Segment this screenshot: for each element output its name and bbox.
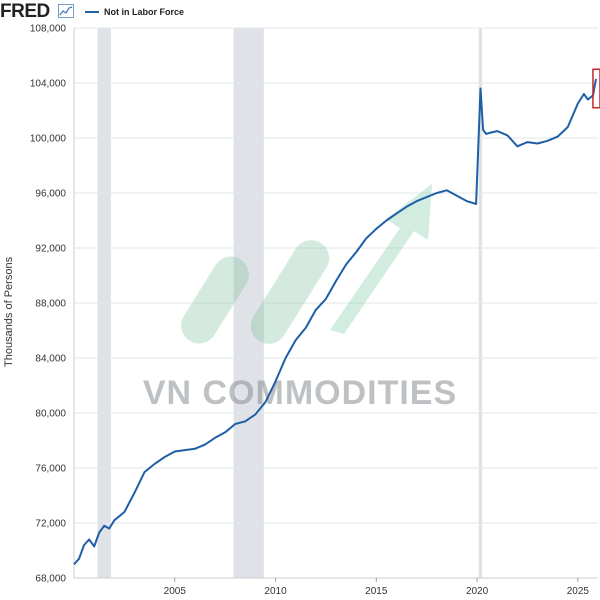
- y-tick-label: 92,000: [35, 244, 66, 255]
- y-tick-label: 84,000: [35, 354, 66, 365]
- x-tick-label: 2025: [567, 586, 590, 597]
- series-layer: [73, 78, 597, 565]
- x-tick-label: 2020: [466, 586, 489, 597]
- x-tick-label: 2010: [264, 586, 287, 597]
- highlight-box: [592, 68, 600, 109]
- watermark-pill-2: [250, 240, 330, 344]
- x-tick-label: 2015: [365, 586, 388, 597]
- series-line: [73, 78, 597, 565]
- legend-swatch: [85, 11, 99, 13]
- grid-lines: [74, 27, 598, 579]
- y-tick-label: 72,000: [35, 519, 66, 530]
- y-tick-label: 108,000: [30, 24, 67, 35]
- y-tick-label: 76,000: [35, 464, 66, 475]
- legend-label: Not in Labor Force: [104, 7, 185, 17]
- y-tick-label: 80,000: [35, 409, 66, 420]
- watermark-arrow-icon: [330, 184, 432, 334]
- chart-header: FRED Not in Labor Force: [0, 0, 600, 26]
- chart-spark-icon: [58, 4, 74, 18]
- legend[interactable]: Not in Labor Force: [85, 7, 184, 17]
- fred-logo[interactable]: FRED: [0, 1, 50, 22]
- watermark-text: VN COMMODITIES: [143, 374, 457, 412]
- watermark-pill-1: [181, 256, 249, 344]
- highlight-rect: [592, 68, 600, 109]
- x-tick-label: 2005: [164, 586, 187, 597]
- y-tick-label: 104,000: [30, 79, 67, 90]
- y-tick-label: 100,000: [30, 134, 67, 145]
- y-tick-label: 96,000: [35, 189, 66, 200]
- y-tick-label: 88,000: [35, 299, 66, 310]
- watermark: VN COMMODITIES: [143, 184, 457, 412]
- y-tick-label: 68,000: [35, 574, 66, 585]
- axes: 68,000 72,000 76,000 80,000 84,000 88,000 92,0…: [30, 24, 598, 597]
